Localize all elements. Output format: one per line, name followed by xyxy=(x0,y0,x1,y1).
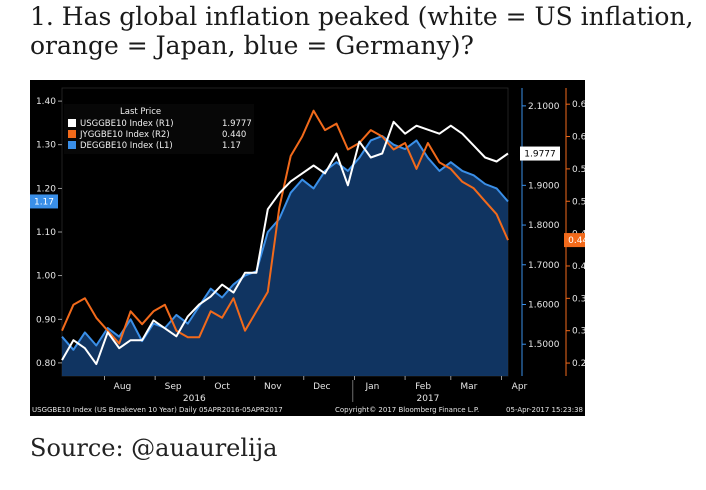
japan-last-tag-label: 0.440 xyxy=(568,236,585,246)
y-left-tick-label: 1.30 xyxy=(36,141,56,151)
y-right2-tick-label: 0.250 xyxy=(572,359,585,369)
y-right1-tick-label: 1.6000 xyxy=(528,300,560,310)
y-left-tick-label: 0.90 xyxy=(36,315,56,325)
germany-last-tag xyxy=(30,194,58,209)
legend-swatch xyxy=(68,130,76,138)
y-right2-tick-label: 0.400 xyxy=(572,262,585,272)
legend-entry-value: 1.9777 xyxy=(222,119,252,129)
x-tick-label: Sep xyxy=(165,382,182,392)
x-year-label: 2017 xyxy=(416,394,439,404)
legend-entry-label: USGGBE10 Index (R1) xyxy=(80,119,174,129)
legend-swatch xyxy=(68,119,76,127)
legend-entry-value: 0.440 xyxy=(222,130,246,140)
y-right1-tick-label: 1.8000 xyxy=(528,221,560,231)
x-tick-label: Apr xyxy=(512,382,528,392)
series-line-germany xyxy=(61,135,509,351)
series-line-japan xyxy=(61,109,509,345)
x-tick-label: Jan xyxy=(364,382,379,392)
y-left-tick-label: 1.20 xyxy=(36,184,56,194)
us-last-tag xyxy=(520,146,560,161)
series-area-germany xyxy=(62,136,508,376)
series-line-us xyxy=(61,120,509,366)
footer-right: 05-Apr-2017 15:23:38 xyxy=(506,406,583,414)
x-tick-label: Nov xyxy=(264,382,282,392)
footer-center: Copyright© 2017 Bloomberg Finance L.P. xyxy=(335,406,479,414)
japan-last-tag xyxy=(564,233,585,248)
footer-left: USGGBE10 Index (US Breakeven 10 Year) Da… xyxy=(32,406,283,414)
legend-entry-value: 1.17 xyxy=(222,141,241,151)
x-tick-label: Aug xyxy=(114,382,132,392)
legend-entry-label: JYGGBE10 Index (R2) xyxy=(79,130,170,140)
y-left-tick-label: 0.80 xyxy=(36,359,56,369)
y-right2-tick-label: 0.650 xyxy=(572,100,585,110)
y-right2-tick-label: 0.550 xyxy=(572,165,585,175)
us-last-tag-label: 1.9777 xyxy=(524,150,556,160)
legend-swatch xyxy=(68,141,76,149)
y-left-tick-label: 1.40 xyxy=(36,97,56,107)
y-right2-tick-label: 0.600 xyxy=(572,133,585,143)
x-tick-label: Feb xyxy=(415,382,431,392)
y-right1-tick-label: 1.7000 xyxy=(528,261,560,271)
page-heading: 1. Has global inflation peaked (white = … xyxy=(30,2,694,60)
y-left-tick-label: 1.00 xyxy=(36,272,56,282)
y-right1-tick-label: 1.5000 xyxy=(528,340,560,350)
y-right1-tick-label: 2.1000 xyxy=(528,102,560,112)
y-right1-tick-label: 1.9000 xyxy=(528,181,560,191)
chart-svg: Aug Sep Oct Nov Dec Jan Feb Mar Apr 2016 2017 0.80 0… xyxy=(30,80,585,416)
legend-box xyxy=(64,104,254,154)
germany-last-tag-label: 1.17 xyxy=(34,197,54,207)
y-right2-tick-label: 0.350 xyxy=(572,294,585,304)
legend-title: Last Price xyxy=(120,107,161,117)
source-credit: Source: @auaurelija xyxy=(30,434,278,462)
y-right2-tick-label: 0.500 xyxy=(572,197,585,207)
x-tick-label: Mar xyxy=(460,382,477,392)
x-year-label: 2016 xyxy=(183,394,206,404)
y-left-tick-label: 1.10 xyxy=(36,228,56,238)
y-right2-tick-label: 0.300 xyxy=(572,327,585,337)
x-tick-label: Dec xyxy=(313,382,330,392)
chart-panel: Aug Sep Oct Nov Dec Jan Feb Mar Apr 2016 2017 0.80 0… xyxy=(30,80,585,416)
x-tick-label: Oct xyxy=(214,382,230,392)
legend-entry-label: DEGGBE10 Index (L1) xyxy=(80,141,173,151)
